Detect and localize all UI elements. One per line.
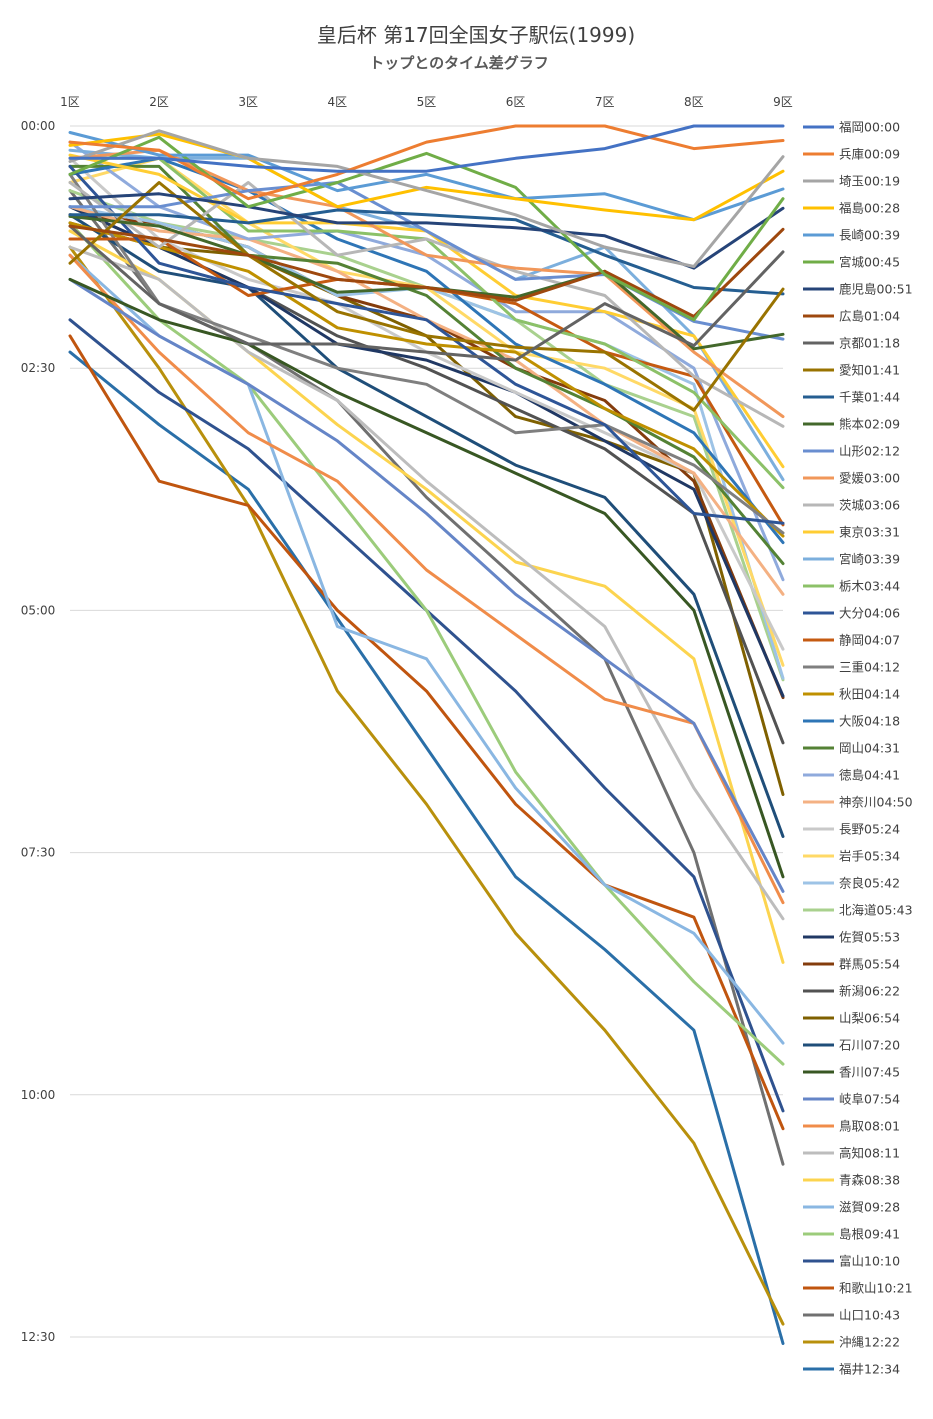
legend-entry: 香川07:45: [839, 1065, 900, 1080]
chart-subtitle: トップとのタイム差グラフ: [369, 54, 549, 72]
legend-entry: 鹿児島00:51: [839, 282, 913, 297]
series-line: [68, 132, 785, 222]
legend-entry: 熊本02:09: [839, 417, 900, 432]
legend-entry: 愛媛03:00: [839, 471, 900, 486]
series-line: [68, 164, 785, 525]
y-tick-label: 12:30: [21, 1330, 56, 1344]
x-tick-label: 1区: [60, 95, 80, 109]
series-line: [68, 172, 785, 535]
legend-entry: 群馬05:54: [839, 957, 900, 972]
legend-entry: 愛知01:41: [839, 363, 900, 378]
legend-entry: 新潟06:22: [839, 984, 900, 999]
x-tick-label: 3区: [238, 95, 258, 109]
legend-entry: 東京03:31: [839, 525, 900, 540]
y-tick-label: 00:00: [21, 119, 56, 133]
series-line: [68, 131, 785, 222]
legend-entry: 山形02:12: [839, 444, 900, 459]
legend-entry: 福岡00:00: [839, 120, 900, 135]
legend-entry: 宮城00:45: [839, 255, 900, 270]
legend-entry: 福井12:34: [839, 1362, 900, 1377]
series-line: [68, 156, 785, 545]
y-tick-label: 07:30: [21, 846, 56, 860]
series-line: [68, 164, 785, 566]
legend-entry: 滋賀09:28: [839, 1200, 900, 1215]
legend-entry: 和歌山10:21: [839, 1281, 913, 1296]
x-tick-label: 4区: [328, 95, 348, 109]
x-tick-label: 6区: [506, 95, 526, 109]
legend-entry: 茨城03:06: [839, 498, 900, 513]
x-tick-label: 8区: [684, 95, 704, 109]
legend-entry: 千葉01:44: [839, 390, 900, 405]
series-line: [68, 224, 785, 318]
series-line: [68, 350, 785, 1345]
y-tick-label: 02:30: [21, 361, 56, 375]
legend-entry: 石川07:20: [839, 1038, 900, 1053]
series-line: [68, 208, 785, 296]
chart-title: 皇后杯 第17回全国女子駅伝(1999): [317, 23, 635, 47]
legend-entry: 京都01:18: [839, 336, 900, 351]
x-tick-label: 7区: [595, 95, 615, 109]
legend-entry: 徳島04:41: [839, 768, 900, 783]
series-line: [68, 277, 785, 879]
legend-entry: 秋田04:14: [839, 687, 900, 702]
legend-entry: 岡山04:31: [839, 741, 900, 756]
x-tick-label: 9区: [773, 95, 793, 109]
series-line: [68, 205, 785, 698]
legend-entry: 埼玉00:19: [839, 174, 900, 189]
legend-entry: 兵庫00:09: [839, 147, 900, 162]
legend-entry: 長野05:24: [839, 822, 900, 837]
series-line: [68, 213, 785, 838]
legend-entry: 島根09:41: [839, 1227, 900, 1242]
series-line: [68, 129, 785, 268]
y-tick-label: 10:00: [21, 1088, 56, 1102]
series-line: [68, 181, 785, 428]
series-line: [68, 245, 785, 921]
series-line: [68, 148, 785, 419]
legend-entry: 静岡04:07: [839, 633, 900, 648]
legend-entry: 鳥取08:01: [839, 1119, 900, 1134]
series-line: [68, 124, 785, 173]
x-tick-label: 2区: [149, 95, 169, 109]
y-tick-label: 05:00: [21, 603, 56, 617]
legend-entry: 岐阜07:54: [839, 1092, 900, 1107]
series-line: [68, 334, 785, 1131]
legend-entry: 広島01:04: [839, 309, 900, 324]
series-line: [68, 124, 785, 201]
legend-entry: 山梨06:54: [839, 1011, 900, 1026]
legend-entry: 岩手05:34: [839, 849, 900, 864]
legend-entry: 佐賀05:53: [839, 930, 900, 945]
legend-entry: 三重04:12: [839, 660, 900, 675]
legend-entry: 奈良05:42: [839, 876, 900, 891]
legend-entry: 大分04:06: [839, 606, 900, 621]
legend-entry: 福島00:28: [839, 201, 900, 216]
series-line: [68, 253, 785, 905]
legend-entry: 高知08:11: [839, 1146, 900, 1161]
legend-entry: 宮崎03:39: [839, 552, 900, 567]
legend-entry: 神奈川04:50: [839, 795, 913, 810]
series-line: [68, 224, 785, 362]
series-line: [68, 245, 785, 1326]
legend-entry: 長崎00:39: [839, 228, 900, 243]
series-line: [68, 221, 785, 1066]
series-line: [68, 181, 785, 412]
series-line: [68, 192, 785, 270]
legend-entry: 大阪04:18: [839, 714, 900, 729]
legend-entry: 青森08:38: [839, 1173, 900, 1188]
x-axis-ticks: 1区 2区 3区 4区 5区 6区 7区 8区 9区: [60, 95, 793, 109]
legend-entry: 富山10:10: [839, 1254, 900, 1269]
legend-entry: 山口10:43: [839, 1308, 900, 1323]
x-tick-label: 5区: [417, 95, 437, 109]
y-axis-ticks: 00:00 02:30 05:00 07:30 10:00 12:30: [21, 119, 56, 1344]
series-line: [68, 221, 785, 538]
legend-entry: 沖縄12:22: [839, 1335, 900, 1350]
legend: 福岡00:00 兵庫00:09 埼玉00:19 福島00:28 長崎00:39 宮城00:…: [803, 120, 913, 1377]
legend-entry: 栃木03:44: [839, 579, 900, 594]
series-line: [68, 277, 785, 893]
series-lines: [68, 124, 785, 1345]
legend-entry: 北海道05:43: [839, 903, 913, 918]
